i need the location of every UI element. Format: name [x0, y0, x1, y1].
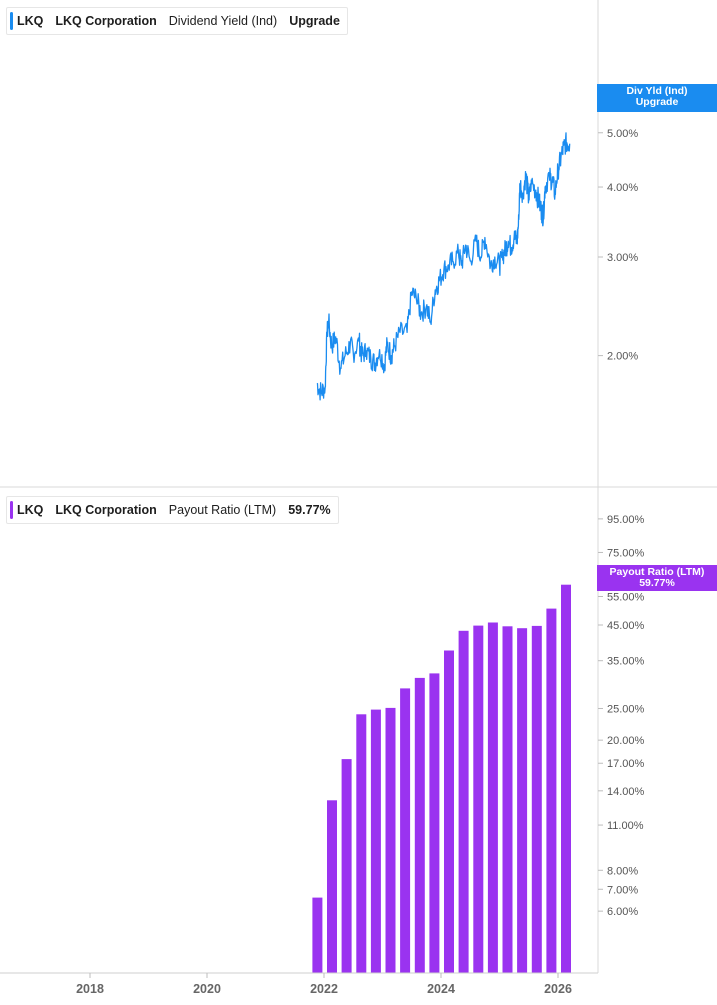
payout-ratio-bar — [327, 800, 337, 973]
payout-ratio-bar — [546, 608, 557, 973]
top-panel-y-axis: 2.00%3.00%4.00%5.00%6.00% — [598, 83, 638, 363]
y-tick-label: 2.00% — [607, 351, 638, 363]
payout-ratio-series — [312, 584, 571, 973]
x-tick-label: 2024 — [427, 982, 455, 996]
y-tick-label: 17.00% — [607, 758, 645, 770]
legend-ticker: LKQ — [17, 503, 44, 517]
legend-value: 59.77% — [288, 503, 331, 517]
chart-frame — [0, 0, 717, 974]
flag-label: Payout Ratio (LTM) — [609, 566, 705, 578]
y-tick-label: 20.00% — [607, 735, 645, 747]
y-tick-label: 4.00% — [607, 182, 638, 194]
payout-ratio-bar — [444, 650, 454, 973]
dividend-yield-series — [316, 132, 571, 401]
flag-value: Upgrade — [635, 96, 679, 108]
y-tick-label: 6.00% — [607, 906, 638, 918]
legend-metric: Dividend Yield (Ind) — [168, 14, 278, 28]
dividend-yield-swatch — [10, 12, 13, 30]
y-tick-label: 45.00% — [607, 620, 645, 632]
payout-ratio-bar — [400, 688, 411, 973]
payout-ratio-value-flag: Payout Ratio (LTM) 59.77% — [597, 565, 717, 591]
payout-ratio-bar — [458, 630, 469, 973]
payout-ratio-bar — [473, 625, 484, 973]
payout-ratio-bar — [531, 625, 542, 973]
y-tick-label: 35.00% — [607, 656, 645, 668]
payout-ratio-bar — [517, 628, 528, 973]
payout-ratio-bar — [502, 626, 513, 973]
y-tick-label: 55.00% — [607, 592, 645, 604]
y-tick-label: 25.00% — [607, 703, 645, 715]
y-tick-label: 14.00% — [607, 786, 645, 798]
legend-company: LKQ Corporation — [55, 503, 157, 517]
bottom-panel-legend[interactable]: LKQ LKQ Corporation Payout Ratio (LTM) 5… — [6, 496, 339, 524]
legend-ticker: LKQ — [17, 14, 44, 28]
y-tick-label: 3.00% — [607, 252, 638, 264]
bottom-panel-y-axis: 6.00% 7.00% 8.00% 11.00% 14.00% 17.00% 20.00% 2… — [598, 514, 645, 918]
top-panel-legend[interactable]: LKQ LKQ Corporation Dividend Yield (Ind)… — [6, 7, 348, 35]
x-tick-label: 2022 — [310, 982, 338, 996]
payout-ratio-bar — [561, 584, 571, 973]
flag-label: Div Yld (Ind) — [626, 85, 688, 97]
payout-ratio-bar — [312, 897, 323, 973]
y-tick-label: 75.00% — [607, 547, 645, 559]
payout-ratio-bar — [385, 707, 396, 973]
y-tick-label: 7.00% — [607, 884, 638, 896]
y-tick-label: 5.00% — [607, 128, 638, 140]
payout-ratio-swatch — [10, 501, 13, 519]
dividend-yield-value-flag: Div Yld (Ind) Upgrade — [597, 84, 717, 112]
payout-ratio-bar — [414, 677, 425, 973]
legend-metric: Payout Ratio (LTM) — [168, 503, 277, 517]
y-tick-label: 8.00% — [607, 865, 638, 877]
flag-value: 59.77% — [639, 577, 675, 589]
payout-ratio-bar — [487, 622, 498, 973]
x-tick-label: 2020 — [193, 982, 221, 996]
dividend-yield-line — [316, 132, 571, 401]
upgrade-link[interactable]: Upgrade — [289, 14, 340, 28]
y-tick-label: 95.00% — [607, 514, 645, 526]
payout-ratio-bar — [341, 759, 352, 973]
y-tick-label: 11.00% — [607, 820, 644, 832]
x-tick-label: 2018 — [76, 982, 104, 996]
x-tick-label: 2026 — [544, 982, 572, 996]
payout-ratio-bar — [429, 673, 440, 973]
payout-ratio-bar — [356, 714, 367, 973]
x-axis: 2018 2020 2022 2024 2026 — [76, 973, 572, 996]
payout-ratio-bar — [370, 709, 381, 973]
legend-company: LKQ Corporation — [55, 14, 157, 28]
